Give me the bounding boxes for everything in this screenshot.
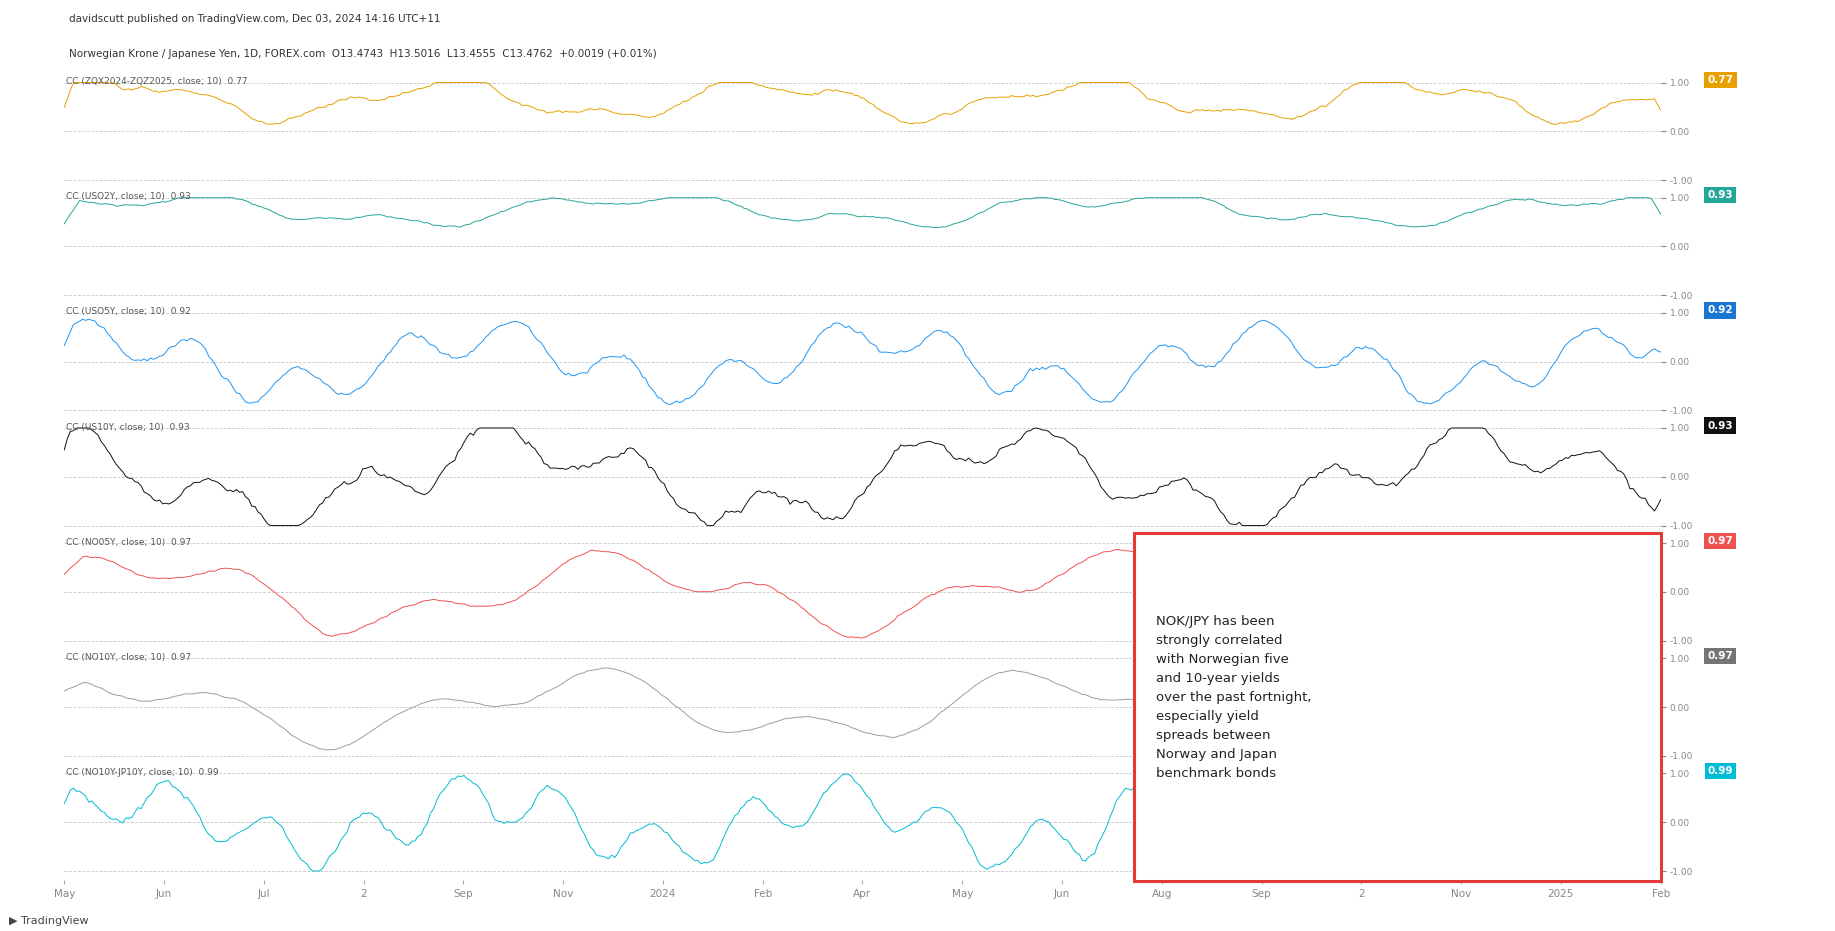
Text: NOK/JPY has been
strongly correlated
with Norwegian five
and 10-year yields
over: NOK/JPY has been strongly correlated wit… [1156,615,1312,780]
Text: 0.93: 0.93 [1708,190,1734,200]
Text: 0.99: 0.99 [1708,766,1732,776]
Text: Norwegian Krone / Japanese Yen, 1D, FOREX.com  O13.4743  H13.5016  L13.4555  C13: Norwegian Krone / Japanese Yen, 1D, FORE… [70,48,657,59]
Text: CC (USO5Y, close; 10)  0.92: CC (USO5Y, close; 10) 0.92 [66,307,191,317]
Text: CC (NO10Y-JP10Y, close; 10)  0.99: CC (NO10Y-JP10Y, close; 10) 0.99 [66,768,218,777]
Text: ▶ TradingView: ▶ TradingView [9,916,88,926]
Text: CC (ZQX2024-ZQZ2025, close; 10)  0.77: CC (ZQX2024-ZQZ2025, close; 10) 0.77 [66,77,248,87]
Text: CC (USO2Y, close; 10)  0.93: CC (USO2Y, close; 10) 0.93 [66,193,191,201]
Text: 0.93: 0.93 [1708,421,1734,430]
Text: CC (NO10Y, close; 10)  0.97: CC (NO10Y, close; 10) 0.97 [66,653,191,662]
Text: 0.77: 0.77 [1707,75,1734,85]
Text: 0.97: 0.97 [1708,651,1734,661]
Text: 0.92: 0.92 [1708,305,1734,316]
Text: davidscutt published on TradingView.com, Dec 03, 2024 14:16 UTC+11: davidscutt published on TradingView.com,… [70,14,440,24]
Text: CC (NO05Y, close; 10)  0.97: CC (NO05Y, close; 10) 0.97 [66,538,191,546]
Text: CC (US10Y, close; 10)  0.93: CC (US10Y, close; 10) 0.93 [66,423,189,432]
Text: 0.97: 0.97 [1708,535,1734,546]
